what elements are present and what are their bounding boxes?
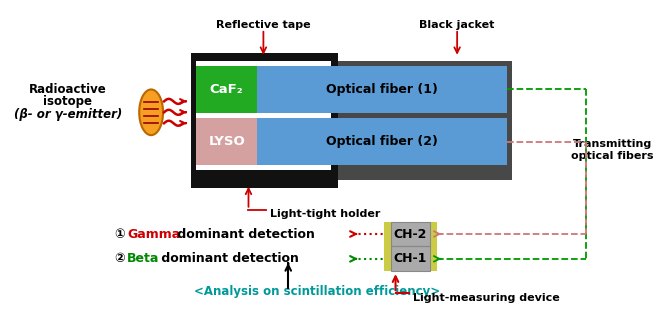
Text: CH-1: CH-1	[394, 252, 427, 265]
Text: Transmitting
optical fibers: Transmitting optical fibers	[571, 139, 653, 161]
Text: <Analysis on scintillation efficiency>: <Analysis on scintillation efficiency>	[194, 285, 440, 298]
Text: ②: ②	[115, 252, 125, 265]
Text: Light-tight holder: Light-tight holder	[270, 209, 381, 219]
Text: isotope: isotope	[43, 95, 92, 108]
Text: Black jacket: Black jacket	[420, 20, 495, 30]
Text: Optical fiber (1): Optical fiber (1)	[326, 83, 438, 96]
Text: CaF₂: CaF₂	[210, 83, 244, 96]
Bar	[196, 66, 258, 113]
Bar	[196, 165, 331, 170]
Ellipse shape	[139, 89, 163, 135]
Text: Optical fiber (2): Optical fiber (2)	[326, 135, 438, 148]
Bar	[196, 118, 258, 165]
Bar	[196, 61, 331, 66]
Text: CH-2: CH-2	[394, 228, 427, 240]
Text: Beta: Beta	[127, 252, 160, 265]
Text: Radioactive: Radioactive	[28, 83, 107, 96]
Bar	[196, 66, 507, 113]
Text: Reflective tape: Reflective tape	[216, 20, 310, 30]
Text: LYSO: LYSO	[209, 135, 245, 148]
Bar	[383, 222, 391, 271]
Text: dominant detection: dominant detection	[157, 252, 299, 265]
Bar	[196, 118, 507, 165]
Bar	[391, 222, 430, 246]
Bar	[391, 246, 430, 271]
Text: Gamma: Gamma	[127, 228, 181, 240]
Bar	[430, 222, 438, 271]
Bar	[338, 61, 512, 180]
Text: ①: ①	[115, 228, 125, 240]
Text: dominant detection: dominant detection	[173, 228, 315, 240]
Text: Light-measuring device: Light-measuring device	[413, 293, 560, 303]
Text: (β- or γ-emitter): (β- or γ-emitter)	[13, 108, 122, 121]
Bar	[196, 113, 331, 118]
Bar	[191, 53, 338, 188]
